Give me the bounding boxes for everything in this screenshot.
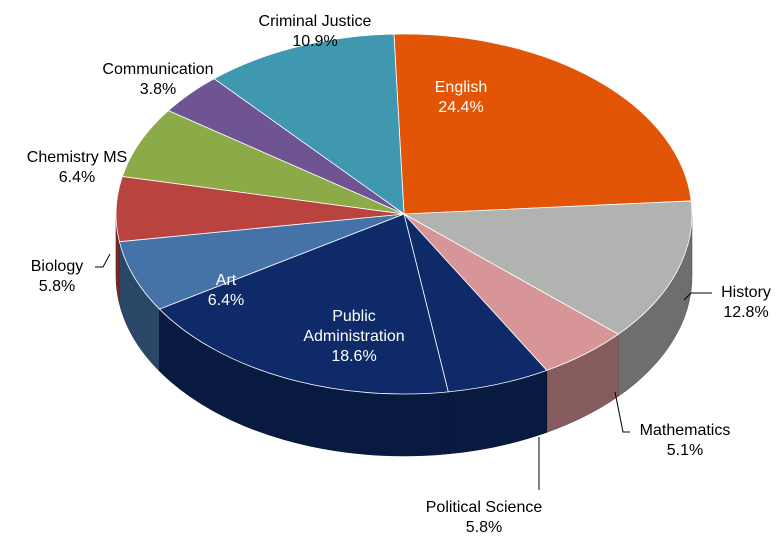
criminal-justice-label: Criminal Justice 10.9%	[259, 13, 372, 50]
political-science-label: Political Science 5.8%	[426, 499, 543, 536]
slice-chemistry-ms	[121, 110, 405, 215]
slice-labels: English 24.4% Art 6.4% Public Administration 1…	[27, 13, 771, 536]
history-leader-line	[683, 292, 712, 301]
slice-english	[393, 33, 692, 215]
mathematics-leader-line	[614, 391, 630, 433]
art-label: Art 6.4%	[208, 272, 244, 309]
communication-label: Communication 3.8%	[102, 61, 213, 98]
history-label: History 12.8%	[721, 284, 771, 321]
biology-leader-line	[95, 253, 111, 268]
biology-label: Biology 5.8%	[31, 258, 83, 295]
mathematics-label: Mathematics 5.1%	[640, 422, 731, 459]
slice-history	[402, 200, 693, 335]
public-administration-label: Public Administration 18.6%	[303, 308, 404, 365]
slice-art	[118, 213, 405, 310]
pie-top-faces	[115, 33, 693, 395]
chemistry-ms-label: Chemistry MS 6.4%	[27, 149, 127, 186]
slice-public-administration	[158, 213, 449, 395]
english-label: English 24.4%	[435, 79, 487, 116]
slice-criminal-justice	[213, 33, 405, 215]
leader-lines	[95, 253, 712, 490]
